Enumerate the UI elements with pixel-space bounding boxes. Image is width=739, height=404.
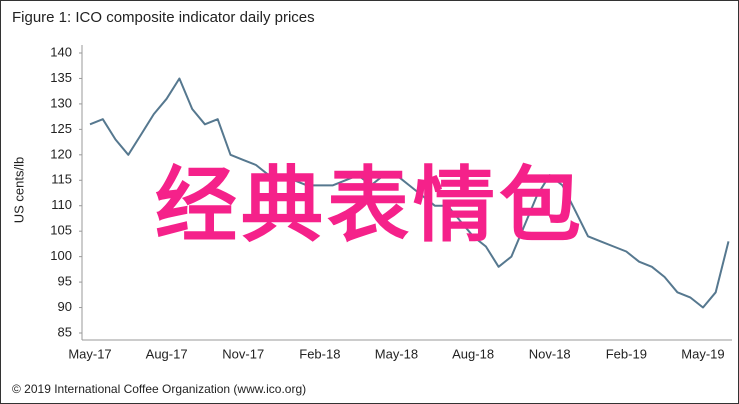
price-line (89, 77, 730, 309)
y-tick-label: 130 (50, 95, 72, 110)
y-tick-label: 125 (50, 121, 72, 136)
x-tick-label: Feb-18 (299, 346, 340, 361)
chart-title: Figure 1: ICO composite indicator daily … (12, 9, 315, 26)
x-tick-label: Feb-19 (606, 346, 647, 361)
y-tick-label: 85 (58, 324, 72, 339)
y-tick-label: 105 (50, 223, 72, 238)
overlay-text: 经典表情包 (155, 161, 585, 252)
y-axis-label: US cents/lb (11, 157, 26, 223)
x-tick-label: Aug-17 (146, 346, 188, 361)
x-tick-label: Aug-18 (452, 346, 494, 361)
y-tick-label: 100 (50, 248, 72, 263)
y-tick-label: 90 (58, 299, 72, 314)
x-tick-label: May-18 (375, 346, 418, 361)
x-tick-label: May-17 (68, 346, 111, 361)
y-tick-label: 120 (50, 146, 72, 161)
x-tick-label: May-19 (681, 346, 724, 361)
y-tick-label: 140 (50, 44, 72, 59)
x-tick-label: Nov-17 (222, 346, 264, 361)
y-tick-label: 135 (50, 70, 72, 85)
y-tick-label: 95 (58, 274, 72, 289)
y-tick-label: 110 (51, 197, 72, 212)
x-tick-label: Nov-18 (529, 346, 571, 361)
source: © 2019 International Coffee Organization… (12, 382, 306, 396)
y-tick-label: 115 (51, 172, 72, 187)
